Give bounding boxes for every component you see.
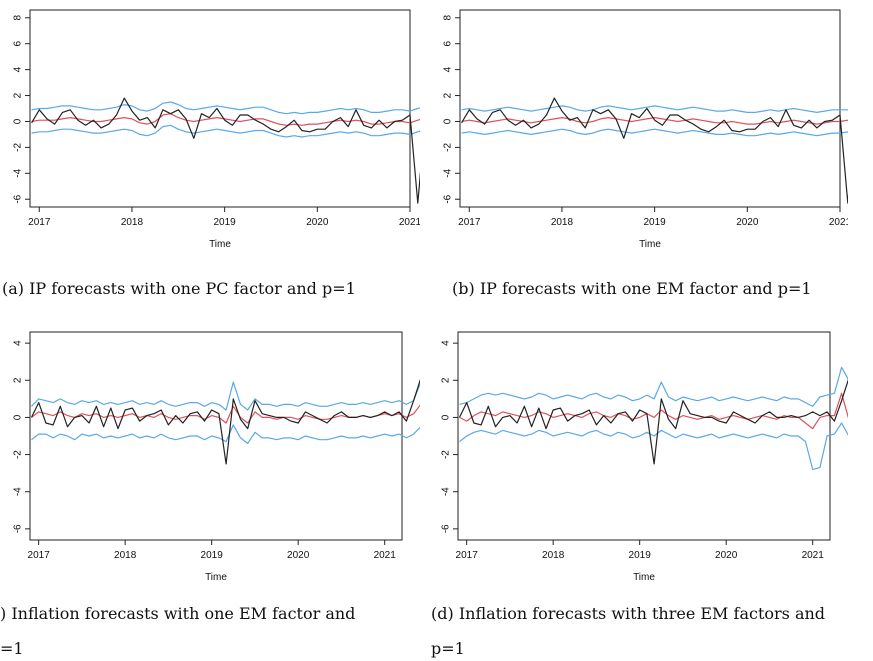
chart-d: 2017 2018 2019 2020 2021 Time -6 -4 -2 0 2 4 xyxy=(441,331,873,583)
y-tick-label: 8 xyxy=(443,15,454,21)
y-tick-label: 0 xyxy=(13,414,24,420)
x-tick-label: 2018 xyxy=(542,550,565,561)
series-line-upper xyxy=(461,92,873,124)
y-tick-label: 4 xyxy=(443,66,454,72)
x-tick-label: 2017 xyxy=(456,550,479,561)
series-line-lower xyxy=(459,422,873,470)
y-tick-label: -4 xyxy=(441,487,452,496)
x-tick-label: 2020 xyxy=(287,550,310,561)
series-line-actual xyxy=(461,18,873,204)
y-tick-label: -6 xyxy=(13,524,24,533)
series-line-forecast xyxy=(461,105,873,135)
chart-panel-c: 2017 2018 2019 2020 2021 Time -6 -4 -2 0 2 4 xyxy=(0,320,458,595)
caption-c-line2: =1 xyxy=(0,639,24,658)
x-tick-label: 2017 xyxy=(28,217,51,228)
chart-panel-b: 2017 2018 2019 2020 2021 Time -6 -4 -2 0 2 4 6 8 xyxy=(428,0,873,265)
x-tick-label: 2021 xyxy=(374,550,397,561)
y-tick-label: -4 xyxy=(443,168,454,177)
y-tick-label: 8 xyxy=(13,15,24,21)
y-tick-label: 4 xyxy=(13,340,24,346)
chart-panel-d: 2017 2018 2019 2020 2021 Time -6 -4 -2 0 2 4 xyxy=(428,320,873,595)
plot-frame xyxy=(459,9,841,208)
plot-frame xyxy=(29,331,403,541)
series-line-actual xyxy=(31,18,488,204)
chart-panel-a: 2017 2018 2019 2020 2021 Time -6 -4 -2 0 2 4 6 8 xyxy=(0,0,496,265)
x-axis-label: Time xyxy=(205,572,227,583)
y-tick-label: -6 xyxy=(441,524,452,533)
series-line-upper xyxy=(459,366,873,409)
caption-d-line2: p=1 xyxy=(431,639,465,658)
y-tick-label: 6 xyxy=(443,40,454,46)
y-tick-label: 0 xyxy=(443,118,454,124)
x-axis-label: Time xyxy=(633,572,655,583)
y-tick-label: -2 xyxy=(441,450,452,459)
x-tick-label: 2021 xyxy=(829,217,848,228)
x-tick-label: 2021 xyxy=(802,550,825,561)
plot-frame xyxy=(29,9,411,208)
series-line-upper xyxy=(31,49,496,152)
caption-c-line1: ) Inflation forecasts with one EM factor… xyxy=(0,604,356,623)
series-line-forecast xyxy=(31,394,458,428)
y-tick-label: 4 xyxy=(441,340,452,346)
caption-d-line1: (d) Inflation forecasts with three EM fa… xyxy=(431,604,826,623)
chart-b: 2017 2018 2019 2020 2021 Time -6 -4 -2 0 2 4 6 8 xyxy=(443,9,873,250)
y-tick-label: 4 xyxy=(13,66,24,72)
y-tick-label: 2 xyxy=(13,377,24,383)
y-tick-label: -4 xyxy=(13,487,24,496)
y-tick-label: -2 xyxy=(13,450,24,459)
series-line-lower xyxy=(31,75,496,180)
x-tick-label: 2018 xyxy=(551,217,574,228)
x-tick-label: 2019 xyxy=(644,217,667,228)
series-line-actual xyxy=(458,377,873,465)
y-tick-label: 0 xyxy=(13,118,24,124)
x-tick-label: 2020 xyxy=(736,217,759,228)
x-tick-label: 2017 xyxy=(458,217,481,228)
y-tick-label: 2 xyxy=(13,92,24,98)
y-tick-label: -6 xyxy=(443,194,454,203)
caption-b: (b) IP forecasts with one EM factor and … xyxy=(452,279,812,298)
plot-frame xyxy=(457,331,831,541)
chart-c: 2017 2018 2019 2020 2021 Time -6 -4 -2 0 2 4 xyxy=(13,331,458,583)
y-tick-label: -2 xyxy=(13,143,24,152)
series-line-lower xyxy=(31,411,458,448)
x-axis-label: Time xyxy=(639,239,661,250)
y-tick-label: -2 xyxy=(443,143,454,152)
y-tick-label: 2 xyxy=(441,377,452,383)
x-tick-label: 2018 xyxy=(121,217,144,228)
caption-a: (a) IP forecasts with one PC factor and … xyxy=(2,279,356,298)
y-tick-label: 6 xyxy=(13,40,24,46)
series-line-forecast xyxy=(31,62,496,165)
x-axis-label: Time xyxy=(209,239,231,250)
x-tick-label: 2018 xyxy=(114,550,137,561)
y-tick-label: 2 xyxy=(443,92,454,98)
x-tick-label: 2020 xyxy=(306,217,329,228)
x-tick-label: 2017 xyxy=(28,550,51,561)
x-tick-label: 2020 xyxy=(715,550,738,561)
x-tick-label: 2019 xyxy=(201,550,224,561)
series-line-forecast xyxy=(459,392,873,430)
x-tick-label: 2021 xyxy=(399,217,420,228)
x-tick-label: 2019 xyxy=(214,217,237,228)
series-line-lower xyxy=(461,117,873,147)
x-tick-label: 2019 xyxy=(629,550,652,561)
series-line-actual xyxy=(30,377,458,465)
y-tick-label: -4 xyxy=(13,168,24,177)
chart-a: 2017 2018 2019 2020 2021 Time -6 -4 -2 0 2 4 6 8 xyxy=(13,9,496,250)
y-tick-label: -6 xyxy=(13,194,24,203)
series-line-upper xyxy=(31,376,458,411)
y-tick-label: 0 xyxy=(441,414,452,420)
